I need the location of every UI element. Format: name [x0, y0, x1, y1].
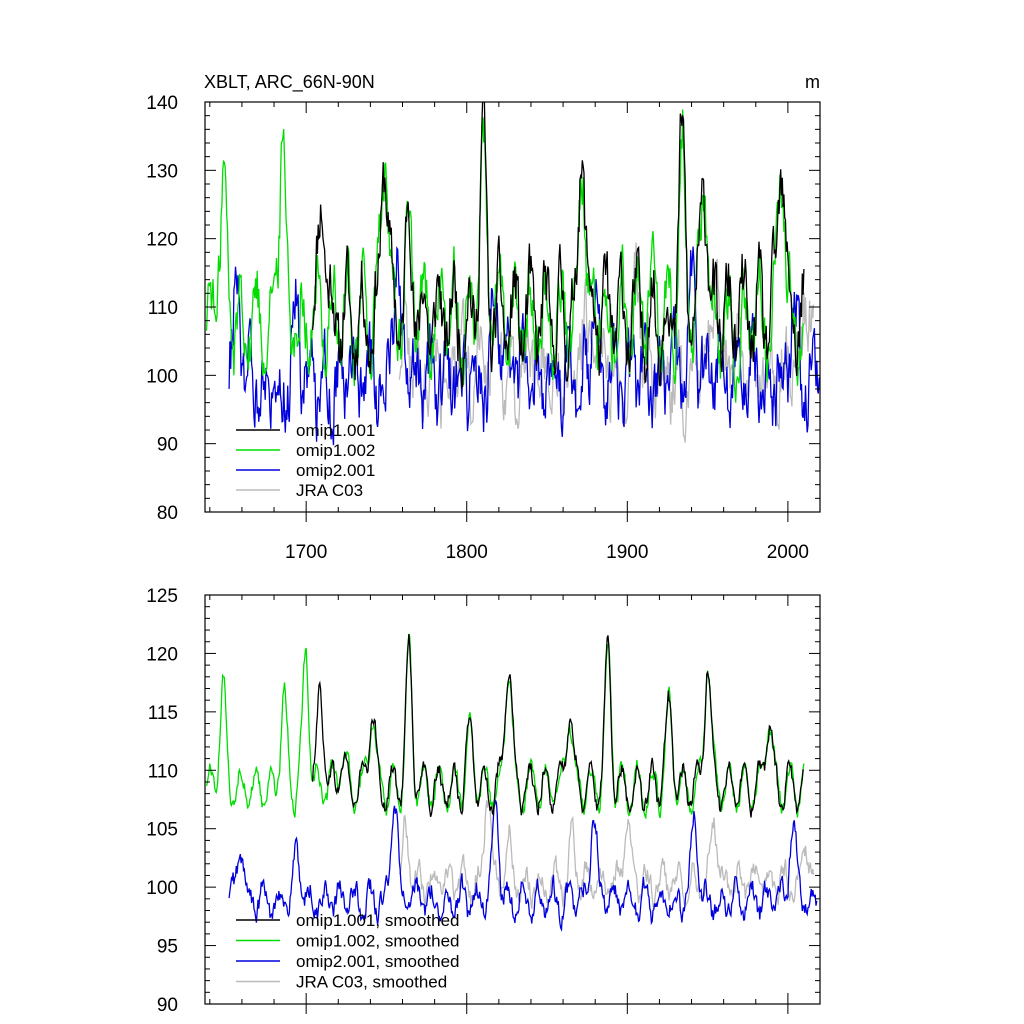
y-tick-label: 95	[157, 937, 178, 958]
top-panel-series	[205, 102, 820, 446]
legend-label-2: omip1.002, smoothed	[296, 932, 460, 951]
y-tick-label: 110	[148, 761, 178, 782]
bottom-panel-series	[205, 633, 818, 932]
series-line-3	[228, 798, 818, 932]
y-tick-label: 110	[148, 298, 178, 319]
legend-label-2: omip1.002	[296, 441, 375, 460]
x-tick-label: 2000	[767, 542, 809, 563]
legend-label-3: omip2.001, smoothed	[296, 952, 460, 971]
top-panel-units: m	[805, 72, 820, 92]
legend-label-4: JRA C03, smoothed	[296, 973, 447, 992]
top-panel-title: XBLT, ARC_66N-90N	[204, 72, 375, 93]
bottom-panel: omip1.001, smoothed omip1.002, smoothedom…	[146, 586, 821, 1016]
legend-label-1: omip1.001, smoothed	[296, 911, 460, 930]
series-line-1	[311, 634, 804, 818]
legend-label-3: omip2.001	[296, 461, 375, 480]
y-tick-label: 90	[157, 995, 178, 1016]
x-tick-label: 1900	[606, 542, 648, 563]
y-tick-label: 100	[146, 878, 178, 899]
x-tick-label: 1700	[285, 542, 327, 563]
y-tick-label: 125	[146, 586, 178, 607]
legend-label-1: omip1.001	[296, 421, 375, 440]
plot-frame	[204, 594, 821, 1005]
y-tick-label: 105	[146, 820, 178, 841]
x-tick-label: 1800	[446, 542, 488, 563]
legend-label-4: JRA C03	[296, 481, 363, 500]
series-line-1	[311, 102, 805, 390]
y-tick-label: 90	[157, 435, 178, 456]
y-tick-label: 80	[157, 503, 178, 524]
bottom-panel-axes: 90 95 100 105 110 115 120 125	[146, 586, 821, 1016]
y-tick-label: 130	[146, 161, 178, 182]
top-panel-axes: 80 90 100 110 120 130 140 1700 1800 1900 2000	[146, 93, 821, 563]
y-tick-label: 120	[146, 644, 178, 665]
y-tick-label: 100	[146, 366, 178, 387]
y-tick-label: 115	[148, 703, 178, 724]
y-tick-label: 120	[146, 230, 178, 251]
top-panel: XBLT, ARC_66N-90N m omip1.001omip1.002om…	[146, 72, 821, 563]
y-tick-label: 140	[146, 93, 178, 114]
bottom-panel-legend: omip1.001, smoothed omip1.002, smoothedom…	[236, 911, 460, 992]
series-line-4	[398, 800, 815, 911]
